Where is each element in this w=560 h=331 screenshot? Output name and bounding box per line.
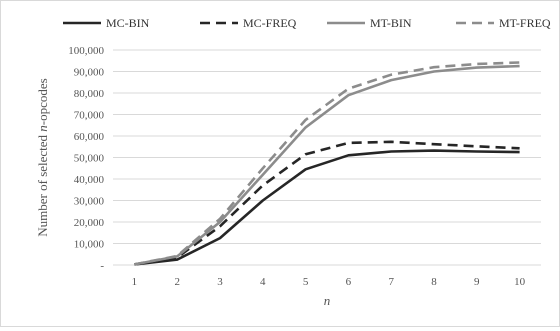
series-line-mt-bin bbox=[134, 64, 520, 266]
x-tick-label: 8 bbox=[431, 276, 437, 288]
line-chart: MC-BIN MC-FREQ MT-BIN MT-FREQ 1 2 3 4 5 6 7 8 9 10 -… bbox=[35, 16, 551, 308]
y-axis-title-part: Number of selected bbox=[35, 132, 50, 237]
legend-label: MT-BIN bbox=[370, 16, 412, 30]
x-tick-label: 4 bbox=[260, 276, 266, 288]
series-line-mt-freq bbox=[134, 61, 520, 266]
legend: MC-BIN MC-FREQ MT-BIN MT-FREQ bbox=[63, 16, 551, 30]
x-tick-label: 1 bbox=[132, 276, 138, 288]
y-axis-title-part: -opcodes bbox=[35, 78, 50, 125]
legend-label: MC-BIN bbox=[106, 16, 150, 30]
y-tick-label: 30,000 bbox=[74, 196, 105, 208]
y-tick-label: 80,000 bbox=[74, 88, 105, 100]
series-line-mc-bin bbox=[134, 149, 520, 266]
gridlines bbox=[113, 49, 541, 244]
x-tick-label: 10 bbox=[514, 276, 526, 288]
series-line-mc-freq bbox=[134, 140, 520, 266]
y-tick-label: 100,000 bbox=[68, 45, 104, 57]
x-tick-label: 7 bbox=[388, 276, 394, 288]
y-axis-title: Number of selected n-opcodes bbox=[35, 78, 50, 236]
y-axis: - 10,000 20,000 30,000 40,000 50,000 60,000 70,… bbox=[68, 45, 104, 272]
y-tick-label: 70,000 bbox=[74, 110, 105, 122]
x-tick-label: 6 bbox=[346, 276, 352, 288]
x-axis: 1 2 3 4 5 6 7 8 9 10 bbox=[113, 264, 541, 288]
x-axis-title: n bbox=[324, 293, 331, 308]
y-tick-label: 50,000 bbox=[74, 153, 105, 165]
series-lines bbox=[134, 61, 520, 266]
y-tick-label: 20,000 bbox=[74, 217, 105, 229]
y-tick-label: 90,000 bbox=[74, 67, 105, 79]
y-tick-label: 10,000 bbox=[74, 239, 105, 251]
y-tick-label: 60,000 bbox=[74, 131, 105, 143]
x-tick-label: 9 bbox=[474, 276, 480, 288]
legend-label: MC-FREQ bbox=[243, 16, 297, 30]
x-tick-label: 5 bbox=[303, 276, 309, 288]
x-tick-label: 3 bbox=[217, 276, 223, 288]
legend-label: MT-FREQ bbox=[499, 16, 551, 30]
x-tick-label: 2 bbox=[174, 276, 180, 288]
y-tick-label: - bbox=[100, 260, 104, 272]
y-tick-label: 40,000 bbox=[74, 174, 105, 186]
y-axis-title-part: n bbox=[35, 125, 50, 132]
